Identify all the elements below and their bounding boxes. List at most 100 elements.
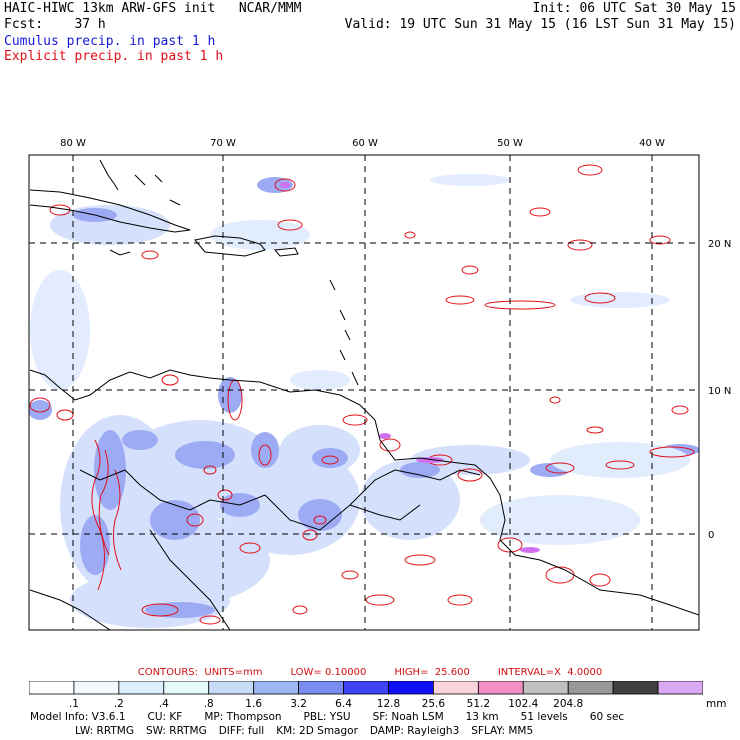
explicit-contour — [217, 489, 233, 501]
explicit-contour — [379, 438, 401, 452]
explicit-contour — [313, 515, 327, 525]
explicit-contour — [141, 250, 159, 260]
forecast-hour: Fcst: 37 h — [4, 17, 106, 32]
cumulus-light — [30, 270, 90, 390]
explicit-contour — [342, 414, 368, 426]
colorbar-label: 204.8 — [553, 698, 584, 710]
explicit-contour — [484, 300, 556, 310]
colorbar — [29, 681, 703, 695]
cumulus-core — [94, 430, 126, 510]
colorbar-label: 1.6 — [245, 698, 263, 710]
model-info-item: KM: 2D Smagor — [276, 725, 358, 737]
colorbar-label: 102.4 — [508, 698, 539, 710]
colorbar-swatch — [388, 681, 434, 695]
cumulus-light — [290, 370, 350, 390]
heavy-precip-spots — [280, 182, 540, 553]
explicit-contour — [445, 295, 475, 305]
cumulus-light — [430, 174, 510, 186]
cumulus-core — [175, 441, 235, 469]
explicit-contour — [141, 603, 179, 617]
contour-interval: INTERVAL=X 4.0000 — [497, 667, 603, 678]
explicit-contour — [341, 570, 359, 580]
cumulus-legend: Cumulus precip. in past 1 h — [4, 34, 216, 49]
explicit-precip-contours — [29, 164, 695, 625]
longitude-label: 70 W — [210, 138, 236, 149]
colorbar-unit: mm — [706, 698, 727, 710]
colorbar-label: 3.2 — [290, 698, 307, 710]
init-time: Init: 06 UTC Sat 30 May 15 — [532, 1, 737, 16]
latitude-label: 20 N — [708, 239, 731, 250]
colorbar-swatch — [343, 681, 389, 695]
colombia-border — [149, 529, 231, 630]
explicit-contour — [274, 178, 296, 192]
latitude-label: 10 N — [708, 386, 731, 397]
colorbar-swatch — [29, 681, 75, 695]
longitude-labels: 80 W 70 W 60 W 50 W 40 W — [60, 138, 665, 149]
explicit-contour — [239, 542, 261, 554]
model-info-item: PBL: YSU — [303, 711, 351, 723]
cumulus-light — [570, 292, 670, 308]
cumulus-core — [400, 462, 440, 478]
south-america-north-coast — [29, 369, 699, 616]
explicit-contour — [589, 573, 611, 587]
colorbar-label: .2 — [113, 698, 124, 710]
cumulus-core — [312, 448, 348, 468]
explicit-contour — [29, 397, 51, 413]
model-info-item: SW: RRTMG — [145, 725, 207, 737]
model-info-line-1: Model Info: V3.6.1 CU: KF MP: Thompson PBL:… — [30, 711, 646, 723]
explicit-contour — [457, 468, 483, 482]
model-info-item: 13 km — [465, 711, 499, 723]
cumulus-core — [122, 430, 158, 450]
colorbar-label: 25.6 — [421, 698, 446, 710]
explicit-contour — [605, 460, 635, 470]
explicit-contour — [258, 444, 272, 466]
cumulus-light — [210, 220, 310, 250]
precip-map: 80 W 70 W 60 W 50 W 40 W 20 N 10 N 0 — [28, 138, 731, 631]
colorbar-swatch — [208, 681, 255, 695]
pacific-coast — [29, 589, 111, 630]
explicit-contour — [113, 469, 122, 571]
colorbar-swatch — [432, 681, 479, 695]
model-info-item: DIFF: full — [218, 725, 265, 737]
explicit-contour — [649, 235, 671, 245]
colorbar-label: 51.2 — [466, 698, 491, 710]
heavy-spot — [280, 182, 290, 188]
colorbar-swatch — [612, 681, 659, 695]
explicit-contour — [98, 449, 110, 556]
longitude-label: 50 W — [497, 138, 523, 149]
cumulus-core — [218, 377, 242, 413]
contour-units: CONTOURS: UNITS=mm — [137, 667, 263, 678]
cumulus-area — [410, 445, 530, 475]
longitude-label: 80 W — [60, 138, 86, 149]
heavy-spot — [379, 433, 391, 439]
explicit-contour — [161, 374, 179, 386]
explicit-contour — [461, 265, 479, 275]
colorbar-swatch — [298, 681, 344, 695]
explicit-contour — [277, 219, 303, 231]
latitude-label: 0 — [708, 530, 714, 541]
model-info-item: DAMP: Rayleigh3 — [369, 725, 460, 737]
colorbar-swatch — [253, 681, 300, 695]
colorbar-swatch — [163, 681, 210, 695]
explicit-contour — [91, 439, 105, 591]
colorbar-swatch — [118, 681, 165, 695]
colorbar-swatch — [477, 681, 524, 695]
explicit-contour — [404, 554, 436, 566]
cumulus-light — [480, 495, 640, 545]
latitude-labels: 20 N 10 N 0 — [708, 239, 731, 541]
jamaica-coast — [109, 249, 131, 256]
explicit-contour — [321, 455, 339, 465]
contour-info: CONTOURS: UNITS=mm LOW= 0.10000 HIGH= 25.6… — [0, 667, 740, 678]
colorbar-swatch — [657, 681, 703, 695]
cumulus-area — [360, 460, 460, 540]
model-info-item: SFLAY: MM5 — [471, 725, 534, 737]
guyana-border — [264, 469, 396, 531]
explicit-contour — [549, 396, 561, 404]
colorbar-label: .1 — [68, 698, 79, 710]
explicit-contour — [199, 615, 221, 625]
header-line-1-left: HAIC-HIWC 13km ARW-GFS init NCAR/MMM — [4, 1, 302, 16]
cumulus-core — [251, 432, 279, 468]
graticule — [29, 155, 699, 630]
heavy-spot — [520, 547, 540, 553]
explicit-contour — [365, 594, 395, 606]
